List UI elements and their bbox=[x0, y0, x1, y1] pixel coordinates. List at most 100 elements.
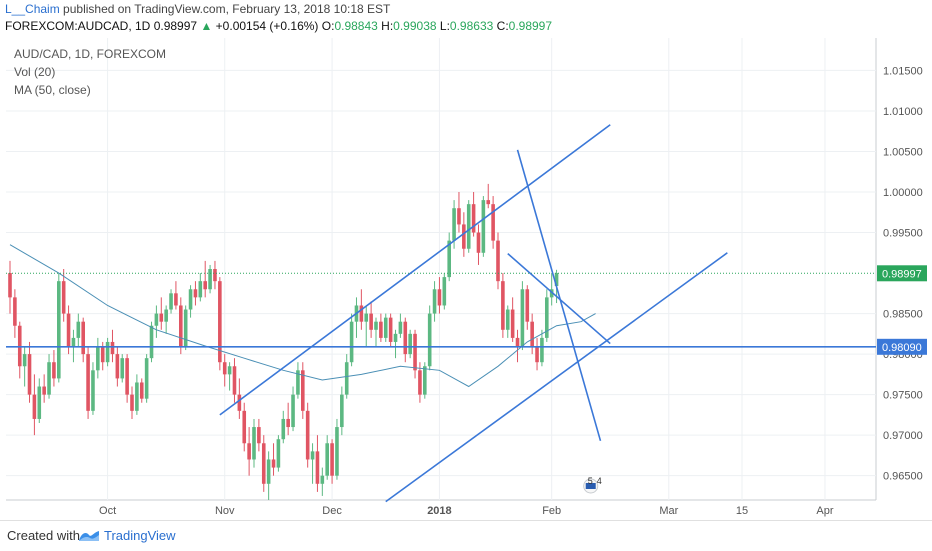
candle-body bbox=[96, 346, 100, 371]
candle-body bbox=[100, 346, 105, 363]
candle-body bbox=[57, 281, 61, 379]
candle bbox=[393, 329, 398, 359]
symbol-quote-line: FOREXCOM:AUDCAD, 1D 0.98997 ▲ +0.00154 (… bbox=[5, 19, 552, 33]
flag-icon-body bbox=[585, 483, 596, 489]
candle bbox=[286, 402, 290, 436]
x-tick-label: Feb bbox=[542, 505, 561, 517]
candle-body bbox=[188, 289, 193, 310]
candle bbox=[349, 313, 354, 367]
y-tick-label: 1.01500 bbox=[883, 65, 923, 77]
y-tick-label: 0.97500 bbox=[883, 390, 923, 402]
candle bbox=[52, 350, 56, 387]
candle bbox=[27, 341, 32, 403]
candle-body bbox=[149, 325, 154, 359]
candle-body bbox=[81, 321, 85, 355]
candle-body bbox=[462, 224, 466, 249]
candle bbox=[403, 317, 408, 363]
candle-body bbox=[466, 204, 471, 249]
candle-body bbox=[222, 362, 227, 375]
candle-body bbox=[227, 366, 232, 375]
candle-body bbox=[447, 240, 451, 278]
candle bbox=[193, 281, 198, 306]
candle-body bbox=[408, 333, 412, 355]
candle bbox=[281, 410, 286, 444]
candle-body bbox=[198, 281, 203, 298]
candle bbox=[369, 301, 373, 338]
candle bbox=[476, 224, 481, 265]
candle bbox=[130, 386, 134, 419]
candle bbox=[47, 354, 51, 399]
candle bbox=[486, 183, 491, 209]
symbol-name: FOREXCOM:AUDCAD, 1D bbox=[5, 19, 151, 33]
candle bbox=[418, 362, 422, 403]
candle-body bbox=[144, 358, 149, 399]
candle bbox=[42, 374, 46, 403]
candle-body bbox=[52, 362, 56, 379]
candle-body bbox=[252, 427, 256, 460]
candle bbox=[164, 305, 168, 334]
high-value: 0.99038 bbox=[393, 19, 437, 33]
candle-body bbox=[120, 358, 125, 379]
candle-body bbox=[505, 309, 510, 330]
candle bbox=[535, 337, 539, 371]
candle-body bbox=[86, 354, 90, 411]
candle bbox=[237, 378, 242, 419]
candle-body bbox=[17, 325, 22, 367]
candle-body bbox=[325, 443, 329, 476]
candle-body bbox=[232, 366, 237, 395]
candle-body bbox=[242, 410, 247, 444]
created-with-text: Created with bbox=[7, 528, 80, 543]
candle-body bbox=[37, 386, 42, 419]
candle bbox=[549, 273, 554, 306]
candle bbox=[505, 305, 510, 338]
candle-body bbox=[554, 273, 559, 287]
candle-body bbox=[130, 394, 134, 411]
candle-body bbox=[496, 240, 500, 282]
candle-body bbox=[471, 204, 476, 233]
price-label: 0.98997 bbox=[882, 268, 922, 280]
candle-body bbox=[379, 321, 383, 338]
candle-body bbox=[139, 382, 144, 399]
candle-body bbox=[344, 362, 349, 395]
trendline bbox=[385, 252, 728, 503]
x-tick-label: 15 bbox=[736, 505, 748, 517]
candle bbox=[354, 297, 359, 338]
candle-body bbox=[135, 382, 139, 411]
candle-body bbox=[315, 451, 320, 484]
candle-body bbox=[286, 418, 290, 428]
legend-ma[interactable]: MA (50, close) bbox=[14, 83, 91, 97]
candle-body bbox=[281, 418, 286, 440]
candle bbox=[135, 374, 139, 415]
chart-legend: AUD/CAD, 1D, FOREXCOM Vol (20) MA (50, c… bbox=[14, 45, 166, 99]
tradingview-brand-link[interactable]: TradingView bbox=[104, 528, 176, 543]
candle bbox=[37, 378, 42, 423]
chart-area[interactable]: 1.01500 1.01000 1.00500 1.00000 0.99500 0.985… bbox=[6, 38, 928, 518]
price-chart[interactable]: 1.01500 1.01000 1.00500 1.00000 0.99500 0.985… bbox=[6, 38, 928, 518]
low-label: L: bbox=[439, 19, 450, 33]
candle-body bbox=[427, 313, 432, 367]
candle bbox=[76, 313, 81, 346]
candle-body bbox=[61, 281, 66, 314]
candle bbox=[261, 435, 266, 492]
trendline bbox=[507, 252, 611, 345]
candle-body bbox=[266, 459, 271, 484]
candle bbox=[61, 269, 66, 322]
candle-body bbox=[164, 309, 168, 322]
author-link[interactable]: L__Chaim bbox=[5, 2, 60, 16]
candle bbox=[462, 212, 466, 257]
candle bbox=[8, 260, 12, 314]
candle bbox=[408, 329, 412, 359]
candle bbox=[252, 418, 256, 468]
candle-body bbox=[340, 394, 344, 428]
legend-volume[interactable]: Vol (20) bbox=[14, 65, 56, 79]
candle bbox=[213, 260, 217, 290]
publication-line: L__Chaim published on TradingView.com, F… bbox=[5, 2, 390, 16]
candle-body bbox=[159, 313, 164, 322]
candle bbox=[110, 329, 115, 363]
x-tick-label: Dec bbox=[322, 505, 342, 517]
candle-body bbox=[330, 443, 334, 476]
candle bbox=[227, 362, 232, 391]
price-change: +0.00154 (+0.16%) bbox=[215, 19, 319, 33]
last-price: 0.98997 bbox=[153, 19, 198, 33]
